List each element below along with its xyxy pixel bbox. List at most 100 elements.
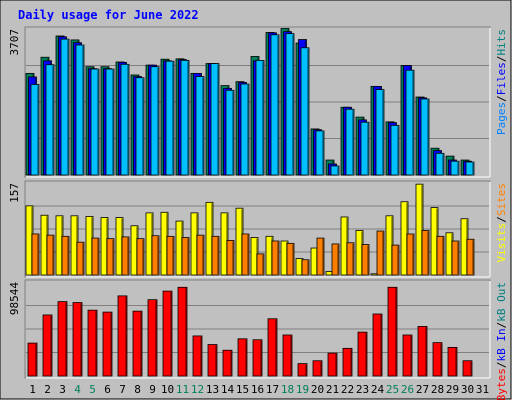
bar-pages-14	[225, 89, 235, 176]
x-tick-label-4: 4	[74, 383, 81, 396]
x-tick-label-7: 7	[119, 383, 126, 396]
x-tick-label-16: 16	[251, 383, 264, 396]
x-tick-label-22: 22	[341, 383, 354, 396]
x-tick-label-14: 14	[221, 383, 235, 396]
bar-kbytes-26	[402, 334, 413, 377]
bar-sites-21	[331, 243, 340, 276]
series-sites	[31, 230, 475, 276]
bar-kbytes-4	[72, 302, 83, 377]
y-max-label-kbytes: 98544	[8, 282, 21, 315]
bar-sites-3	[61, 235, 70, 276]
bar-pages-28	[435, 152, 445, 176]
bar-sites-6	[106, 238, 115, 276]
bar-sites-19	[301, 259, 310, 276]
x-tick-label-27: 27	[416, 383, 429, 396]
x-tick-label-1: 1	[29, 383, 36, 396]
bar-pages-2	[45, 64, 55, 176]
bar-kbytes-24	[372, 313, 383, 377]
bar-pages-6	[105, 68, 115, 176]
bar-pages-13	[210, 63, 220, 176]
bar-pages-9	[150, 66, 160, 176]
bar-pages-16	[255, 59, 265, 176]
legend-separator: /	[495, 362, 508, 369]
bar-kbytes-19	[297, 363, 308, 377]
legend-entry-files: Files	[495, 62, 508, 95]
legend-entry-sites: Sites	[495, 183, 508, 216]
bar-kbytes-28	[432, 342, 443, 377]
bar-pages-8	[135, 77, 145, 176]
bar-pages-10	[165, 60, 175, 176]
bar-sites-20	[316, 237, 325, 276]
bar-sites-14	[226, 240, 235, 276]
legend-entry-kb-out: kB Out	[495, 282, 508, 322]
x-tick-label-25: 25	[386, 383, 399, 396]
bar-pages-21	[330, 165, 340, 176]
series-kbytes	[27, 286, 473, 377]
bar-kbytes-5	[87, 309, 98, 377]
bar-pages-18	[285, 33, 295, 176]
x-tick-label-9: 9	[149, 383, 156, 396]
legend-kbytes: KBytes/kB In/kB Out	[495, 282, 508, 400]
legend-visits: Visits/Sites	[495, 183, 508, 263]
bar-pages-15	[240, 83, 250, 176]
bar-pages-17	[270, 34, 280, 176]
legend-entry-kbytes: KBytes	[495, 368, 508, 400]
bar-sites-15	[241, 233, 250, 276]
y-max-label-visits: 157	[8, 183, 21, 203]
bar-visits-27	[415, 183, 424, 276]
bar-pages-11	[180, 59, 190, 176]
bar-sites-11	[181, 237, 190, 276]
bar-sites-22	[346, 242, 355, 276]
bar-pages-19	[300, 47, 310, 176]
bar-pages-1	[30, 84, 40, 176]
bar-sites-25	[391, 244, 400, 276]
legend-separator: /	[495, 95, 508, 102]
legend-entry-hits: Hits	[495, 29, 508, 56]
panel-visits: 157 Visits/Sites	[8, 180, 508, 278]
bar-kbytes-9	[147, 299, 158, 377]
bar-kbytes-30	[462, 360, 473, 377]
bar-kbytes-3	[57, 301, 68, 377]
x-tick-label-11: 11	[176, 383, 189, 396]
bar-kbytes-11	[177, 286, 188, 377]
bar-kbytes-13	[207, 344, 218, 377]
bar-pages-29	[450, 160, 460, 176]
x-tick-label-18: 18	[281, 383, 294, 396]
bar-kbytes-18	[282, 334, 293, 377]
x-tick-label-23: 23	[356, 383, 369, 396]
legend-separator: /	[495, 322, 508, 329]
x-tick-label-6: 6	[104, 383, 111, 396]
bar-sites-13	[211, 235, 220, 276]
bar-sites-4	[76, 241, 85, 276]
x-tick-label-15: 15	[236, 383, 249, 396]
legend-traffic: Pages/Files/Hits	[495, 29, 508, 135]
legend-entry-kb-in: kB In	[495, 328, 508, 361]
x-tick-label-26: 26	[401, 383, 414, 396]
bar-kbytes-29	[447, 346, 458, 377]
bar-sites-17	[271, 240, 280, 276]
x-tick-label-10: 10	[161, 383, 174, 396]
bar-sites-10	[166, 235, 175, 276]
x-tick-label-5: 5	[89, 383, 96, 396]
legend-separator: /	[495, 216, 508, 223]
x-tick-label-19: 19	[296, 383, 309, 396]
bar-kbytes-21	[327, 352, 338, 377]
bar-kbytes-16	[252, 339, 263, 377]
bar-kbytes-1	[27, 342, 38, 377]
legend-entry-visits: Visits	[495, 223, 508, 263]
bar-sites-2	[46, 234, 55, 276]
bar-sites-26	[406, 233, 415, 276]
bar-sites-8	[136, 238, 145, 276]
bar-kbytes-27	[417, 325, 428, 377]
bar-pages-20	[315, 130, 325, 176]
bar-sites-1	[31, 233, 40, 276]
bar-sites-27	[421, 230, 430, 276]
chart-panels: 3707Pages/Files/Hits157Visits/Sites98544…	[8, 26, 508, 405]
bar-pages-30	[465, 161, 475, 176]
x-tick-label-30: 30	[461, 383, 474, 396]
bar-sites-12	[196, 234, 205, 276]
